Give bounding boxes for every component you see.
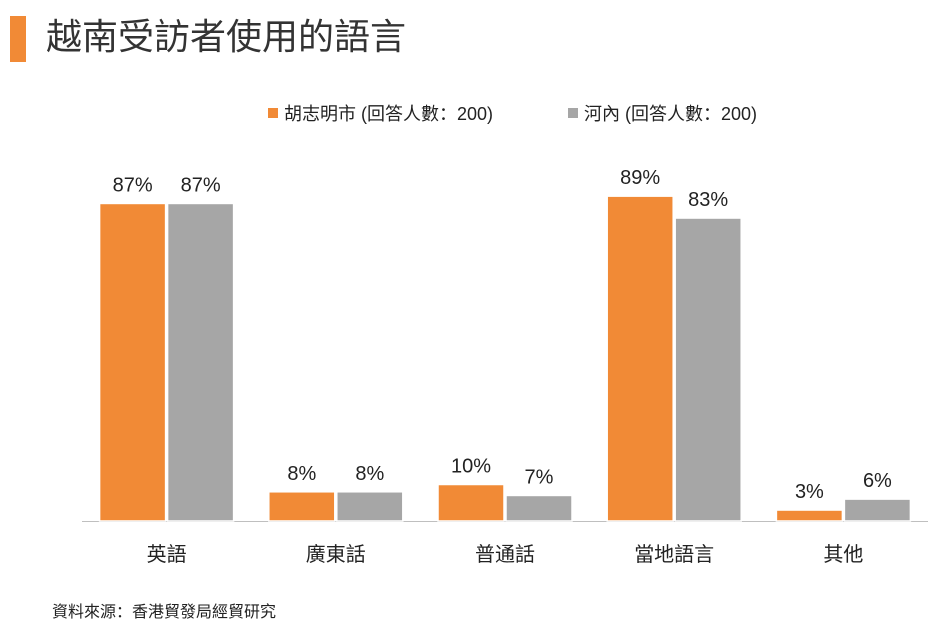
bar-hanoi (674, 217, 742, 522)
bar-hcmc (98, 202, 167, 522)
bar-hcmc (268, 491, 336, 522)
bar-hanoi (843, 498, 912, 522)
legend-item-hanoi: 河內 (回答人數：200) (568, 100, 757, 126)
data-label: 83% (688, 189, 728, 211)
category-label: 當地語言 (634, 542, 714, 566)
page-title: 越南受訪者使用的語言 (46, 17, 407, 58)
data-label: 3% (795, 481, 824, 503)
legend-swatch-orange (268, 108, 278, 118)
legend-label-hcmc: 胡志明市 (回答人數：200) (284, 104, 494, 124)
data-label: 8% (355, 463, 384, 485)
legend-swatch-gray (568, 108, 578, 118)
data-label: 89% (620, 167, 660, 189)
legend-item-hcmc: 胡志明市 (回答人數：200) (268, 100, 493, 126)
bar-hanoi (336, 491, 404, 522)
category-label: 廣東話 (306, 542, 366, 566)
chart-legend: 胡志明市 (回答人數：200) 河內 (回答人數：200) (0, 100, 943, 126)
title-accent-bar (10, 16, 26, 62)
data-label: 10% (451, 456, 491, 478)
category-label: 普通話 (475, 542, 535, 566)
bar-hcmc (775, 509, 844, 522)
bar-hanoi (166, 202, 235, 522)
data-label: 6% (863, 470, 892, 492)
data-label: 8% (287, 463, 316, 485)
category-label: 英語 (147, 542, 187, 566)
source-note: 資料來源：香港貿發局經貿研究 (52, 604, 277, 621)
bar-hcmc (437, 483, 505, 522)
data-label: 87% (181, 174, 221, 196)
bar-hanoi (505, 494, 573, 522)
legend-label-hanoi: 河內 (回答人數：200) (584, 104, 758, 124)
data-label: 87% (113, 174, 153, 196)
bar-hcmc (606, 195, 674, 522)
category-label: 其他 (823, 542, 863, 566)
data-label: 7% (525, 466, 554, 488)
